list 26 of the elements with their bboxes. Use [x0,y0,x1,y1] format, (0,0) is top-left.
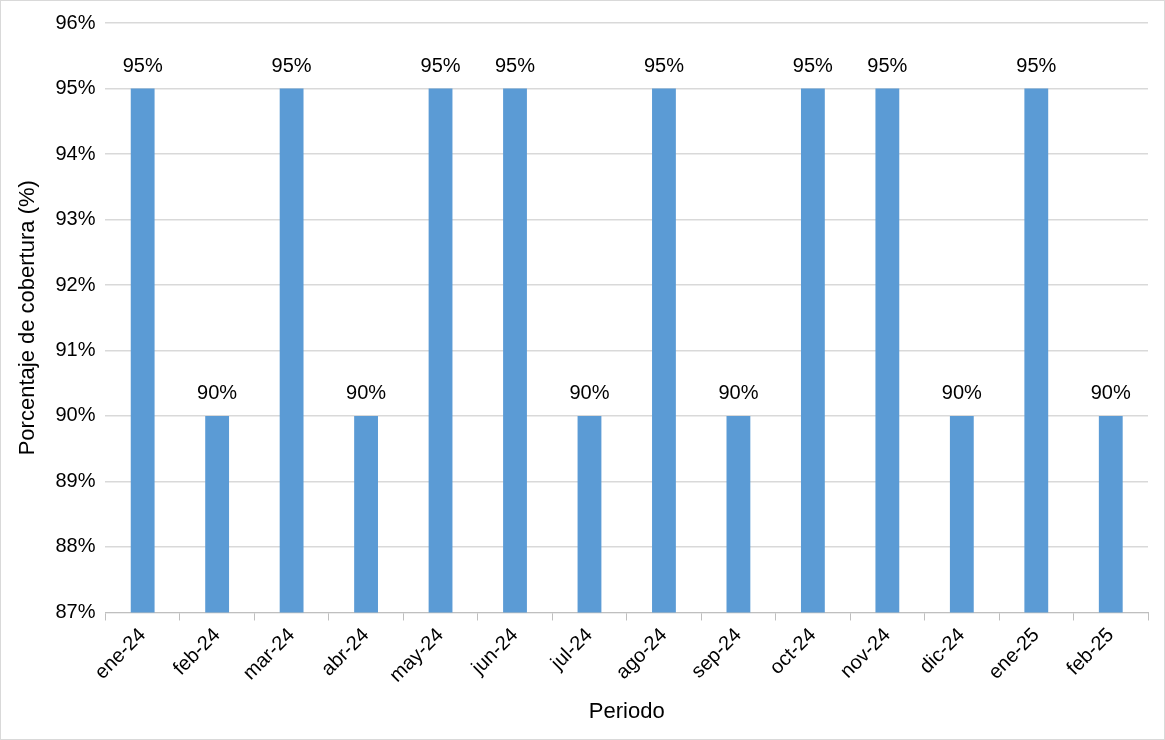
data-label: 95% [122,54,163,77]
data-label: 90% [197,381,238,404]
y-tick-label: 92% [55,272,96,295]
y-tick-label: 95% [55,76,96,99]
data-label: 95% [643,54,685,77]
y-tick-label: 93% [55,207,96,230]
x-axis-title: Periodo [588,697,665,723]
y-tick-label: 90% [55,403,96,426]
data-label: 95% [420,54,461,77]
y-axis-title: Porcentaje de cobertura (%) [14,180,40,456]
y-tick-label: 94% [55,141,96,164]
y-tick-label: 91% [55,338,96,360]
data-label: 90% [941,381,983,404]
y-tick-label: 88% [55,534,96,557]
data-label: 95% [867,54,908,77]
data-label: 95% [1016,54,1057,77]
y-tick-label: 87% [55,599,96,622]
data-label: 90% [346,381,387,404]
data-label: 95% [792,54,834,77]
data-label: 90% [1090,381,1131,404]
y-tick-label: 89% [55,468,96,491]
data-label: 90% [718,381,759,404]
data-label: 90% [569,381,610,404]
y-tick-label: 96% [55,10,96,33]
data-label: 95% [494,54,536,77]
data-label: 95% [271,54,312,77]
